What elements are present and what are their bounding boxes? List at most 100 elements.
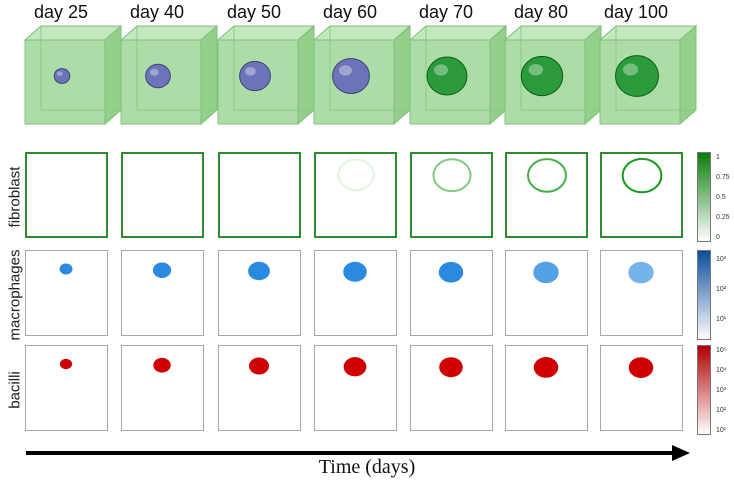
tick-macrophages-1: 10²	[716, 286, 727, 293]
cube-side-face-4	[489, 24, 507, 126]
panel-fib-5	[505, 152, 588, 238]
cube-top-face-1	[119, 25, 219, 41]
bacilli-blob-1	[153, 357, 171, 373]
macrophage-blob-5	[533, 261, 559, 284]
macrophage-blob-4	[438, 261, 464, 283]
cube-4	[408, 24, 508, 126]
day-label-3: day 60	[322, 2, 378, 22]
cube-3	[312, 24, 412, 126]
panel-fib-4	[410, 152, 493, 238]
panel-bac-5	[505, 345, 588, 431]
row-label-macrophages-text: macrophages	[6, 249, 24, 341]
panel-bac-3	[314, 345, 397, 431]
bacilli-blob-2	[248, 357, 270, 375]
panel-mac-1	[121, 250, 204, 336]
cube-side-face-2	[297, 24, 315, 126]
time-arrow	[26, 445, 690, 461]
granuloma-6	[615, 55, 659, 97]
cube-side-face-0	[104, 24, 122, 126]
tick-fibroblast-3: 0.25	[716, 214, 730, 221]
panel-fib-2	[218, 152, 301, 238]
cube-row	[23, 24, 698, 126]
granuloma-highlight-3	[339, 65, 352, 76]
panel-bac-4	[410, 345, 493, 431]
tick-fibroblast-1: 0.75	[716, 174, 730, 181]
macrophage-blob-2	[248, 261, 270, 281]
bacilli-blob-0	[59, 358, 73, 370]
panel-bac-6	[600, 345, 683, 431]
row-label-macrophages: macrophages	[4, 249, 26, 341]
bacilli-blob-6	[628, 357, 654, 378]
day-label-2: day 50	[226, 2, 282, 22]
cube-2	[216, 24, 316, 126]
macrophage-blob-1	[152, 262, 172, 278]
colorbar-bacilli	[697, 345, 711, 435]
granuloma-5	[520, 55, 564, 97]
tick-bacilli-3: 10²	[716, 407, 727, 414]
granuloma-highlight-0	[56, 71, 63, 76]
cube-side-face-1	[200, 24, 218, 126]
tick-fibroblast-0: 1	[716, 154, 720, 161]
colorbar-macrophages	[697, 250, 711, 340]
cube-top-face-0	[23, 25, 123, 41]
granuloma-highlight-5	[528, 63, 544, 76]
granuloma-4	[426, 56, 468, 96]
bacilli-blob-3	[343, 357, 367, 377]
cube-top-face-6	[598, 25, 698, 41]
panel-mac-3	[314, 250, 397, 336]
tick-bacilli-4: 10¹	[716, 427, 727, 434]
cube-5	[503, 24, 603, 126]
fibroblast-ring-3	[337, 158, 375, 192]
row-label-bacilli-text: bacilli	[6, 371, 24, 409]
macrophage-blob-6	[628, 261, 654, 284]
panel-fib-3	[314, 152, 397, 238]
panel-fib-1	[121, 152, 204, 238]
cube-top-face-4	[408, 25, 508, 41]
colorbar-fibroblast	[697, 152, 711, 242]
panel-fib-0	[25, 152, 108, 238]
granuloma-highlight-6	[623, 63, 639, 76]
cube-side-face-3	[393, 24, 411, 126]
macrophage-blob-0	[59, 263, 73, 275]
fibroblast-ring-4	[432, 158, 472, 193]
bacilli-blob-4	[439, 357, 463, 378]
day-label-6: day 100	[603, 2, 669, 22]
fibroblast-ring-5	[527, 158, 567, 193]
granuloma-3	[332, 57, 370, 95]
panel-bac-0	[25, 345, 108, 431]
granuloma-0	[53, 68, 71, 84]
cube-1	[119, 24, 219, 126]
cube-top-face-3	[312, 25, 412, 41]
tick-bacilli-2: 10³	[716, 387, 727, 394]
panel-mac-2	[218, 250, 301, 336]
day-label-5: day 80	[513, 2, 569, 22]
day-label-0: day 25	[33, 2, 89, 22]
panel-mac-4	[410, 250, 493, 336]
row-label-fibroblast: fibroblast	[4, 152, 26, 242]
granuloma-highlight-4	[434, 64, 448, 76]
granuloma-2	[239, 60, 271, 92]
panel-fib-6	[600, 152, 683, 238]
tick-fibroblast-4: 0	[716, 234, 720, 241]
panel-bac-1	[121, 345, 204, 431]
cube-6	[598, 24, 698, 126]
panel-mac-6	[600, 250, 683, 336]
macrophage-blob-3	[343, 261, 367, 282]
cube-side-face-5	[584, 24, 602, 126]
tick-bacilli-1: 10⁴	[716, 367, 727, 374]
tick-bacilli-0: 10⁵	[716, 347, 727, 354]
panel-mac-0	[25, 250, 108, 336]
day-label-4: day 70	[418, 2, 474, 22]
bacilli-blob-5	[533, 357, 559, 378]
tick-macrophages-2: 10¹	[716, 316, 727, 323]
tick-fibroblast-2: 0.5	[716, 194, 726, 201]
panel-mac-5	[505, 250, 588, 336]
granuloma-1	[145, 63, 171, 89]
panel-bac-2	[218, 345, 301, 431]
cube-0	[23, 24, 123, 126]
cube-top-face-2	[216, 25, 316, 41]
day-label-1: day 40	[129, 2, 185, 22]
row-label-fibroblast-text: fibroblast	[6, 166, 24, 228]
fibroblast-ring-6	[621, 157, 663, 194]
